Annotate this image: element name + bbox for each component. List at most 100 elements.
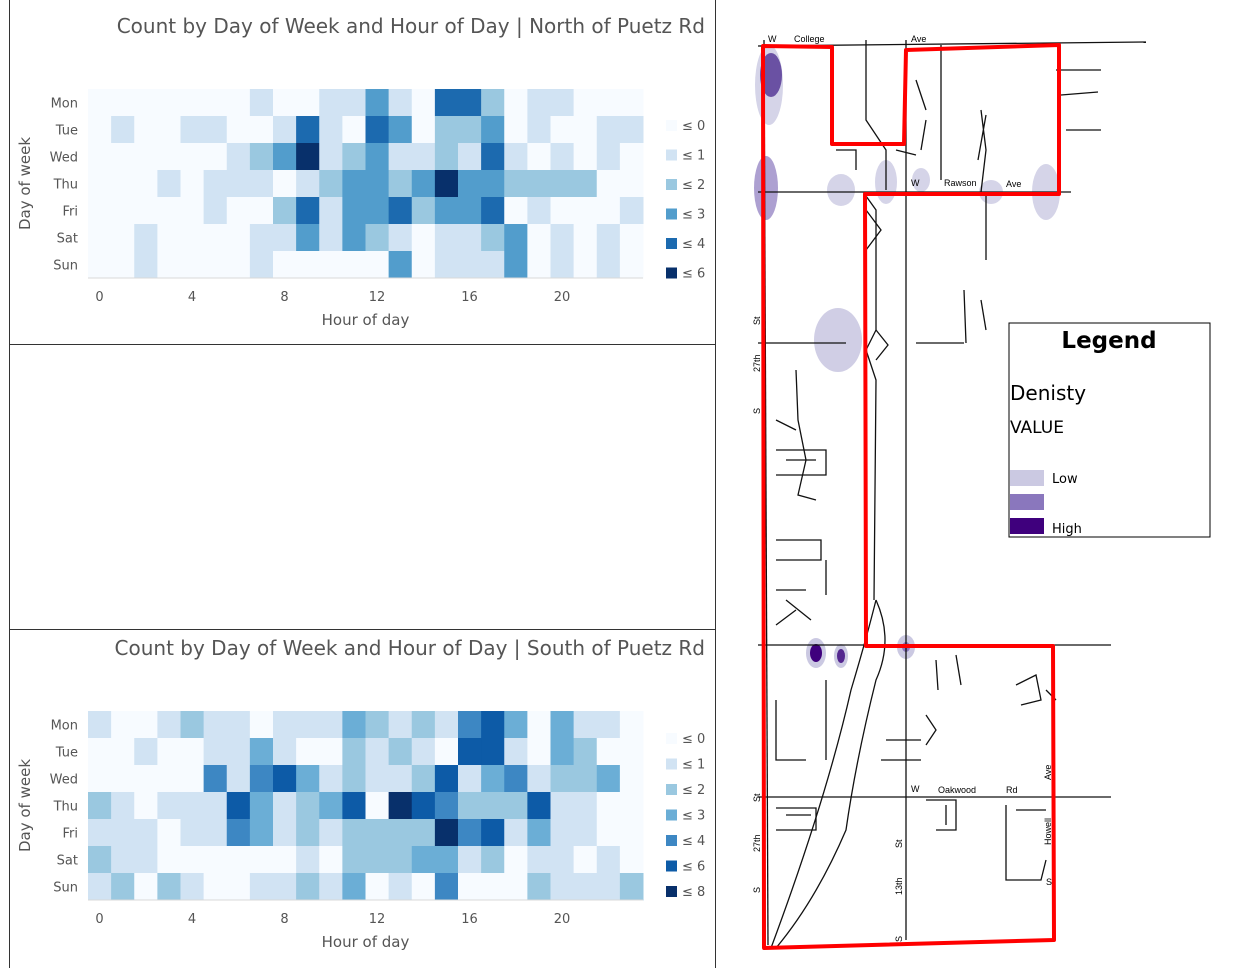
legend-label: ≤ 2	[682, 783, 705, 798]
street-label: Howell	[1043, 818, 1053, 845]
heatmap-cell	[111, 846, 135, 874]
heatmap-cell	[365, 143, 390, 171]
x-tick-label: 8	[280, 912, 288, 927]
street-label: Ave	[911, 34, 926, 44]
heatmap-cell	[527, 846, 551, 874]
density-hotspot	[827, 174, 855, 206]
heatmap-cell	[157, 143, 181, 171]
heatmap-cell	[434, 846, 459, 874]
heatmap-cell	[619, 116, 644, 144]
heatmap-cell	[296, 170, 320, 198]
heatmap-cell	[481, 819, 505, 847]
heatmap-cell	[365, 819, 390, 847]
heatmap-cell	[388, 143, 413, 171]
map-panel: W College Ave W Rawson Ave W Oakwood Rd …	[715, 0, 1259, 968]
heatmap-cell	[88, 846, 112, 874]
heatmap-cell	[504, 170, 528, 198]
heatmap-cell	[550, 792, 575, 820]
heatmap-cell	[180, 711, 205, 739]
heatmap-cell	[388, 170, 413, 198]
x-tick-label: 12	[369, 912, 386, 927]
heatmap-cell	[573, 819, 598, 847]
density-hotspot	[810, 644, 822, 662]
heatmap-cell	[481, 711, 505, 739]
heatmap-cell	[88, 89, 112, 117]
heatmap-cell	[319, 143, 343, 171]
legend-label: ≤ 6	[682, 860, 705, 875]
heatmap-cell	[550, 116, 575, 144]
heatmap-cell	[458, 116, 482, 144]
heatmap-cell	[411, 738, 436, 766]
heatmap-cell	[458, 143, 482, 171]
heatmap-cell	[365, 116, 390, 144]
road	[963, 289, 987, 344]
heatmap-cell	[527, 711, 551, 739]
heatmap-cell	[180, 143, 205, 171]
road	[915, 79, 927, 151]
heatmap-cell	[226, 711, 251, 739]
heatmap-cell	[596, 765, 621, 793]
heatmap-cell	[319, 170, 343, 198]
heatmap-cell	[273, 711, 297, 739]
heatmap-cell	[342, 711, 366, 739]
heatmap-cell	[134, 738, 158, 766]
chart-title: Count by Day of Week and Hour of Day | N…	[116, 14, 705, 38]
heatmap-cell	[111, 738, 135, 766]
heatmap-cell	[481, 873, 505, 901]
heatmap-cell	[134, 170, 158, 198]
heatmap-cell	[111, 170, 135, 198]
legend-label: ≤ 8	[682, 885, 705, 900]
heatmap-cell	[458, 170, 482, 198]
heatmap-cell	[249, 819, 274, 847]
x-tick-label: 4	[188, 290, 196, 305]
heatmap-cell	[619, 792, 644, 820]
heatmap-cell	[527, 197, 551, 225]
heatmap-cell	[157, 819, 181, 847]
heatmap-cell	[365, 792, 390, 820]
heatmap-cell	[134, 116, 158, 144]
heatmap-cell	[319, 251, 343, 279]
heatmap-cell	[273, 143, 297, 171]
legend-label: ≤ 3	[682, 208, 705, 223]
heatmap-cell	[481, 197, 505, 225]
heatmap-cell	[434, 792, 459, 820]
heatmap-cell	[619, 873, 644, 901]
heatmap-cell	[249, 738, 274, 766]
heatmap-cell	[319, 89, 343, 117]
heatmap-cell	[596, 873, 621, 901]
heatmap-cell	[388, 89, 413, 117]
heatmap-cell	[596, 116, 621, 144]
heatmap-cell	[342, 170, 366, 198]
heatmap-cell	[296, 197, 320, 225]
heatmap-cell	[134, 89, 158, 117]
heatmap-cell	[226, 224, 251, 252]
heatmap-cell	[249, 197, 274, 225]
heatmap-cell	[342, 197, 366, 225]
road	[775, 369, 817, 501]
road	[775, 680, 827, 761]
heatmap-cell	[458, 197, 482, 225]
street-label: Ave	[1043, 765, 1053, 780]
heatmap-cell	[573, 89, 598, 117]
heatmap-cell	[88, 765, 112, 793]
row-label: Thu	[53, 800, 78, 815]
heatmap-cell	[319, 116, 343, 144]
heatmap-cell	[273, 197, 297, 225]
heatmap-cell	[180, 89, 205, 117]
street-label: Rd	[1006, 785, 1018, 795]
heatmap-cell	[596, 197, 621, 225]
heatmap-cell	[157, 89, 181, 117]
heatmap-cell	[434, 873, 459, 901]
heatmap-cell	[226, 738, 251, 766]
legend-swatch	[666, 238, 677, 249]
heatmap-cell	[249, 792, 274, 820]
heatmap-cell	[481, 738, 505, 766]
heatmap-cell	[111, 711, 135, 739]
heatmap-cell	[180, 170, 205, 198]
heatmap-cell	[203, 711, 228, 739]
heatmap-cell	[573, 224, 598, 252]
legend-label: ≤ 2	[682, 178, 705, 193]
heatmap-cell	[504, 197, 528, 225]
heatmap-cell	[249, 224, 274, 252]
heatmap-cell	[226, 819, 251, 847]
